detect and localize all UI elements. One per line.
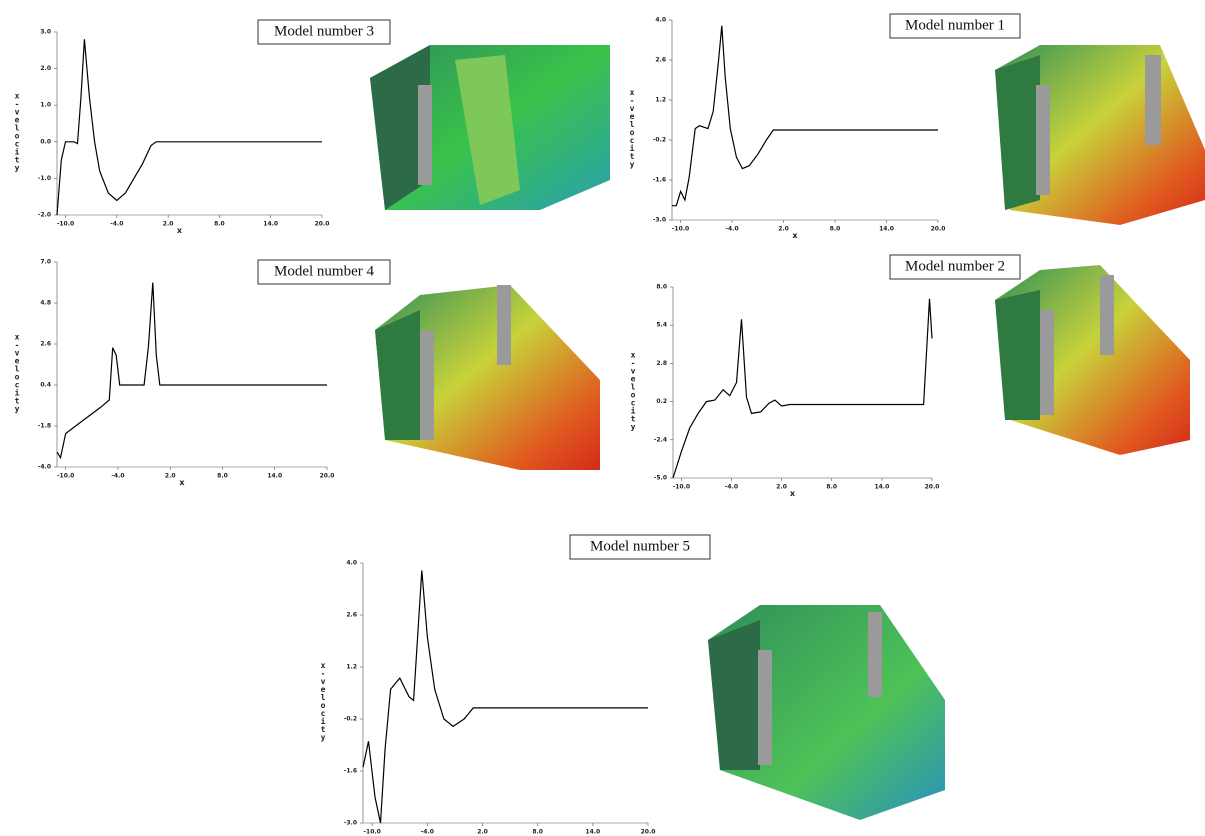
y-tick-label: 2.6 bbox=[346, 612, 357, 619]
chart-title: Model number 1 bbox=[905, 17, 1005, 33]
y-tick-label: 2.6 bbox=[40, 341, 51, 348]
y-tick-label: 3.0 bbox=[40, 29, 51, 36]
x-tick-label: -4.0 bbox=[725, 484, 738, 491]
x-axis-label: x bbox=[179, 478, 185, 487]
data-line bbox=[56, 282, 327, 460]
y-tick-label: 7.0 bbox=[40, 259, 51, 266]
x-tick-label: 8.0 bbox=[826, 484, 837, 491]
x-tick-label: -4.0 bbox=[110, 221, 123, 228]
render-model-1 bbox=[995, 45, 1205, 225]
x-tick-label: -10.0 bbox=[57, 221, 74, 228]
x-tick-label: 20.0 bbox=[925, 484, 940, 491]
y-tick-label: 0.0 bbox=[40, 138, 51, 145]
y-tick-label: 4.8 bbox=[40, 300, 51, 307]
line-chart: Model number 47.04.82.60.4-1.8-4.0-10.0-… bbox=[13, 259, 391, 487]
y-tick-label: -0.2 bbox=[344, 716, 357, 723]
x-tick-label: -4.0 bbox=[111, 473, 124, 480]
y-tick-label: -5.0 bbox=[654, 475, 667, 482]
y-axis-label: x-velocity bbox=[629, 351, 638, 432]
y-tick-label: -4.0 bbox=[38, 464, 51, 471]
x-tick-label: 14.0 bbox=[585, 829, 600, 836]
title-box bbox=[257, 19, 391, 45]
x-axis-label: x bbox=[177, 226, 183, 235]
x-tick-label: 8.0 bbox=[217, 473, 228, 480]
line-chart: Model number 2 8.0 5.4 2.8 0.2 -2.4 -5.0 -10.0 -… bbox=[629, 254, 1021, 498]
y-axis-label: x-velocity bbox=[13, 333, 22, 414]
data-line bbox=[672, 298, 933, 479]
x-axis-label: x bbox=[790, 489, 796, 498]
y-tick-label: -3.0 bbox=[653, 217, 666, 224]
y-tick-label: -1.6 bbox=[344, 768, 357, 775]
x-tick-label: 8.0 bbox=[830, 226, 841, 233]
chart-title: Model number 2 bbox=[905, 258, 1005, 274]
data-line bbox=[672, 25, 938, 207]
x-tick-label: 20.0 bbox=[315, 221, 330, 228]
y-tick-label: 1.2 bbox=[655, 97, 666, 104]
y-axis-label: x-velocity bbox=[13, 92, 22, 173]
y-axis-label: x-velocity bbox=[628, 88, 637, 169]
y-tick-label: -2.0 bbox=[38, 212, 51, 219]
y-tick-label: 0.4 bbox=[40, 382, 51, 389]
x-tick-label: 14.0 bbox=[879, 226, 894, 233]
render-model-2 bbox=[995, 265, 1190, 455]
x-tick-label: 14.0 bbox=[263, 221, 278, 228]
x-tick-label: 14.0 bbox=[874, 484, 889, 491]
x-tick-label: 20.0 bbox=[320, 473, 335, 480]
x-tick-label: 2.0 bbox=[165, 473, 176, 480]
x-tick-label: -10.0 bbox=[57, 473, 74, 480]
title-box bbox=[889, 254, 1021, 280]
y-tick-label: 2.6 bbox=[655, 57, 666, 64]
chart-title: Model number 4 bbox=[274, 263, 374, 279]
x-tick-label: 2.0 bbox=[477, 829, 488, 836]
y-tick-label: 2.0 bbox=[40, 65, 51, 72]
y-tick-label: 2.8 bbox=[656, 360, 667, 367]
x-axis-label: x bbox=[493, 834, 499, 836]
y-tick-label: -3.0 bbox=[344, 820, 357, 827]
x-tick-label: 20.0 bbox=[931, 226, 946, 233]
x-tick-label: 2.0 bbox=[778, 226, 789, 233]
y-tick-label: 4.0 bbox=[346, 560, 357, 567]
chart-title: Model number 3 bbox=[274, 23, 374, 39]
y-tick-label: 4.0 bbox=[655, 17, 666, 24]
x-axis-label: x bbox=[792, 231, 798, 240]
x-tick-label: -10.0 bbox=[673, 484, 690, 491]
line-chart: Model number 1 4.0 2.6 1.2 -0.2 -1.6 -3.0 -10.0… bbox=[628, 13, 1021, 240]
y-tick-label: -2.4 bbox=[654, 436, 667, 443]
y-tick-label: 1.2 bbox=[346, 664, 357, 671]
x-tick-label: 20.0 bbox=[641, 829, 656, 836]
title-box bbox=[569, 534, 711, 560]
x-tick-label: -4.0 bbox=[726, 226, 739, 233]
x-tick-label: 8.0 bbox=[532, 829, 543, 836]
y-tick-label: -1.8 bbox=[38, 423, 51, 430]
y-tick-label: 1.0 bbox=[40, 102, 51, 109]
chart-title: Model number 5 bbox=[590, 538, 690, 554]
line-chart: Model number 5 4.0 2.6 1.2 -0.2 -1.6 -3.0 -10.0… bbox=[319, 534, 711, 836]
y-tick-label: 0.2 bbox=[656, 398, 667, 405]
data-line bbox=[362, 570, 648, 824]
y-axis-label: x-velocity bbox=[319, 661, 328, 742]
line-chart: Model number 3 3.0 2.0 1.0 0.0 -1.0 -2.0 -10.0 -… bbox=[13, 19, 391, 235]
y-tick-label: 8.0 bbox=[656, 284, 667, 291]
x-tick-label: 2.0 bbox=[163, 221, 174, 228]
render-model-5 bbox=[708, 605, 945, 820]
y-tick-label: -0.2 bbox=[653, 137, 666, 144]
y-tick-label: -1.6 bbox=[653, 177, 666, 184]
data-line bbox=[56, 39, 322, 216]
render-model-3 bbox=[370, 45, 610, 210]
y-tick-label: -1.0 bbox=[38, 175, 51, 182]
x-tick-label: 2.0 bbox=[776, 484, 787, 491]
y-tick-label: 5.4 bbox=[656, 322, 667, 329]
x-tick-label: -10.0 bbox=[672, 226, 689, 233]
title-box bbox=[257, 259, 391, 285]
render-model-4 bbox=[375, 285, 600, 470]
x-tick-label: 14.0 bbox=[267, 473, 282, 480]
x-tick-label: -4.0 bbox=[421, 829, 434, 836]
x-tick-label: 8.0 bbox=[214, 221, 225, 228]
x-tick-label: -10.0 bbox=[364, 829, 381, 836]
title-box bbox=[889, 13, 1021, 39]
